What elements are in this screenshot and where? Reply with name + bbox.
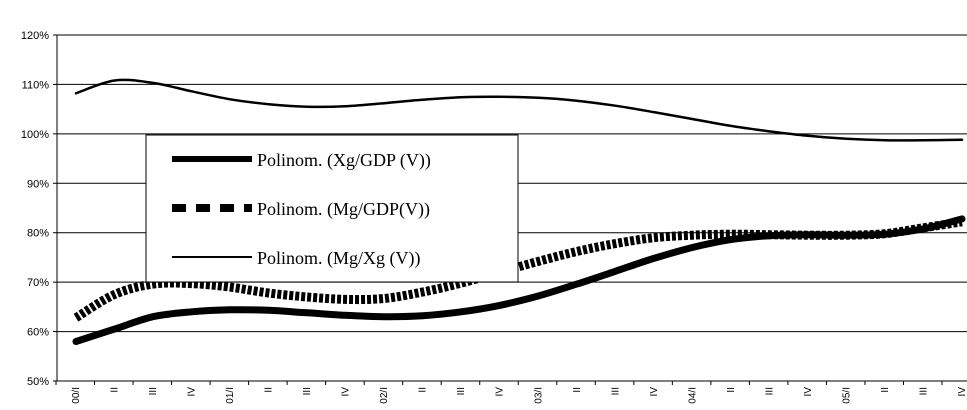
x-axis-ticks: 00/I II III IV 01/I II III IV 02/I II III IV 03/I II I… — [55, 381, 967, 404]
series-line-mg-xg — [74, 78, 964, 142]
y-tick-label: 120% — [21, 30, 49, 42]
x-tick-label: 00/I — [71, 387, 82, 404]
y-axis-ticks: 50% 60% 70% 80% 90% 100% 110% 120% — [21, 30, 57, 388]
x-tick-label: II — [572, 387, 583, 393]
y-tick-label: 60% — [27, 327, 49, 339]
y-tick-label: 110% — [22, 79, 50, 91]
x-tick-label: II — [110, 387, 121, 393]
x-tick-label: III — [456, 387, 467, 395]
series-line-mg-gdp — [73, 217, 963, 322]
x-tick-label: II — [264, 387, 275, 393]
x-tick-label: IV — [187, 387, 198, 397]
x-tick-label: III — [764, 387, 775, 395]
y-tick-label: 50% — [27, 376, 49, 388]
legend-label-mg-xg: Polinom. (Mg/Xg (V)) — [257, 248, 421, 269]
x-tick-label: IV — [649, 387, 660, 397]
x-tick-label: 01/I — [225, 387, 236, 404]
legend: Polinom. (Xg/GDP (V)) Polinom. (Mg/GDP(V… — [145, 134, 519, 283]
legend-label-mg-gdp: Polinom. (Mg/GDP(V)) — [257, 199, 430, 220]
x-tick-label: IV — [341, 387, 352, 397]
x-tick-label: III — [302, 387, 313, 395]
y-tick-label: 90% — [27, 178, 49, 190]
x-tick-label: II — [418, 387, 429, 393]
x-tick-label: III — [148, 387, 159, 395]
series-lines — [72, 78, 966, 345]
x-tick-label: IV — [495, 387, 506, 397]
y-tick-label: 70% — [27, 277, 49, 289]
x-tick-label: IV — [803, 387, 814, 397]
y-tick-label: 80% — [27, 228, 49, 240]
x-tick-label: III — [610, 387, 621, 395]
x-tick-label: II — [726, 387, 737, 393]
x-tick-label: 02/I — [379, 387, 390, 404]
y-tick-label: 100% — [21, 129, 49, 141]
x-tick-label: 04/I — [687, 387, 698, 404]
x-tick-label: II — [880, 387, 891, 393]
x-tick-label: IV — [957, 387, 967, 397]
x-tick-label: 03/I — [533, 387, 544, 404]
x-tick-label: 05/I — [841, 387, 852, 404]
legend-label-xg-gdp: Polinom. (Xg/GDP (V)) — [257, 150, 431, 171]
x-tick-label: III — [918, 387, 929, 395]
